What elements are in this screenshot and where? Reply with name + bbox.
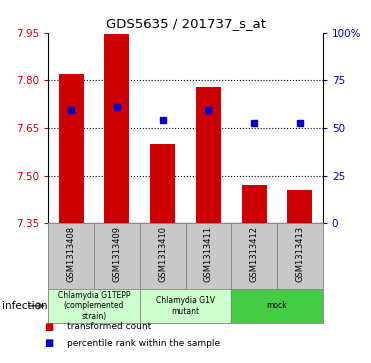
Title: GDS5635 / 201737_s_at: GDS5635 / 201737_s_at [105,17,266,30]
Bar [140,289,231,323]
Bar [287,190,312,223]
Bar [59,74,84,223]
Text: Chlamydia G1TEPP
(complemented
strain): Chlamydia G1TEPP (complemented strain) [58,291,130,321]
Text: GSM1313409: GSM1313409 [112,226,121,282]
Text: Chlamydia G1V
mutant: Chlamydia G1V mutant [156,296,215,315]
Bar [94,223,140,289]
Bar [104,34,129,223]
Text: percentile rank within the sample: percentile rank within the sample [67,339,220,347]
Bar [150,144,175,223]
Text: infection: infection [2,301,47,311]
Bar [231,289,323,323]
Text: GSM1313413: GSM1313413 [295,226,304,282]
Text: GSM1313412: GSM1313412 [250,226,259,282]
Bar [231,223,277,289]
Text: GSM1313411: GSM1313411 [204,226,213,282]
Text: GSM1313408: GSM1313408 [67,226,76,282]
Bar [277,223,323,289]
Text: ■: ■ [45,338,54,348]
Bar [140,223,186,289]
Text: mock: mock [267,301,287,310]
Bar [196,87,221,223]
Text: transformed count: transformed count [67,322,151,331]
Bar [48,289,140,323]
Bar [242,185,267,223]
Text: GSM1313410: GSM1313410 [158,226,167,282]
Bar [186,223,231,289]
Text: ■: ■ [45,322,54,332]
Bar [48,223,94,289]
